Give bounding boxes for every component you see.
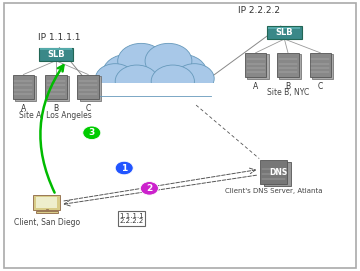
Text: Client, San Diego: Client, San Diego [14,218,80,227]
Text: 2: 2 [146,184,153,193]
Circle shape [95,64,135,93]
FancyBboxPatch shape [36,197,58,208]
FancyBboxPatch shape [47,76,69,101]
FancyBboxPatch shape [264,162,291,186]
FancyBboxPatch shape [40,48,72,50]
Text: SLB: SLB [276,28,293,37]
FancyBboxPatch shape [260,160,287,184]
Text: B: B [53,104,58,113]
Text: 2.2.2.2: 2.2.2.2 [119,218,144,224]
FancyBboxPatch shape [39,48,73,61]
Text: Client's DNS Server, Atlanta: Client's DNS Server, Atlanta [225,188,322,194]
FancyBboxPatch shape [247,54,269,79]
FancyBboxPatch shape [118,211,145,226]
Circle shape [151,65,194,98]
Text: 3: 3 [89,128,95,137]
Text: IP 1.1.1.1: IP 1.1.1.1 [38,33,80,42]
FancyBboxPatch shape [310,53,331,77]
FancyBboxPatch shape [13,75,34,99]
Circle shape [157,54,207,92]
FancyBboxPatch shape [95,83,214,104]
FancyArrowPatch shape [40,65,63,193]
Text: Site B, NYC: Site B, NYC [267,88,309,97]
FancyBboxPatch shape [33,195,60,210]
Circle shape [140,182,158,195]
FancyBboxPatch shape [269,27,301,29]
Text: A: A [21,104,26,113]
FancyBboxPatch shape [312,54,333,79]
Text: DNS: DNS [269,167,287,177]
FancyBboxPatch shape [277,53,299,77]
Circle shape [121,50,189,102]
Circle shape [83,126,101,140]
Text: SLB: SLB [47,50,64,59]
Circle shape [145,43,192,79]
FancyBboxPatch shape [279,54,301,79]
Text: IP 2.2.2.2: IP 2.2.2.2 [238,6,280,15]
Circle shape [118,43,165,79]
Text: Site A, Los Angeles: Site A, Los Angeles [19,111,92,120]
Circle shape [115,65,158,98]
Circle shape [103,54,153,92]
FancyBboxPatch shape [267,26,302,39]
FancyBboxPatch shape [45,75,67,99]
Text: C: C [318,82,323,91]
FancyBboxPatch shape [245,53,266,77]
FancyBboxPatch shape [15,76,36,101]
Text: B: B [285,82,291,91]
FancyBboxPatch shape [80,76,101,101]
Text: 1.1.1.1: 1.1.1.1 [119,213,144,219]
FancyBboxPatch shape [36,211,58,213]
Circle shape [115,161,133,175]
Text: A: A [253,82,258,91]
Text: 1: 1 [121,163,127,173]
FancyBboxPatch shape [77,75,99,99]
Text: C: C [86,104,91,113]
Circle shape [175,64,214,93]
